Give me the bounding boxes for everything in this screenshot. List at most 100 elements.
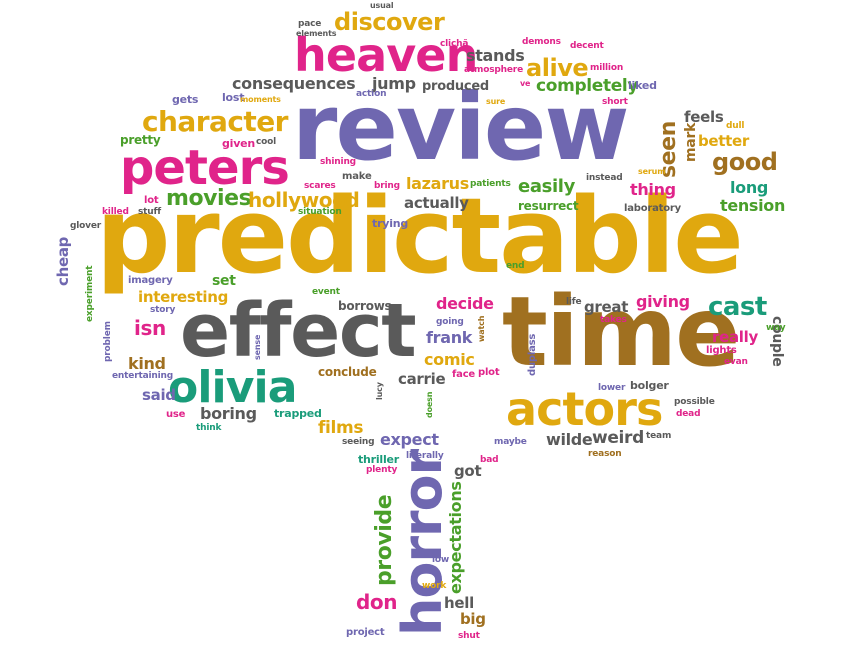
cloud-word: frank	[426, 328, 473, 347]
cloud-word: clichã	[440, 39, 469, 49]
cloud-word: produced	[422, 79, 489, 94]
cloud-word: event	[312, 287, 340, 297]
cloud-word: stuff	[138, 207, 161, 217]
cloud-word: usual	[370, 1, 394, 10]
cloud-word: films	[318, 418, 364, 438]
cloud-word: lot	[144, 195, 159, 206]
cloud-word: killed	[102, 207, 129, 217]
cloud-word: patients	[470, 179, 511, 189]
cloud-word: action	[356, 89, 387, 99]
cloud-word: bad	[480, 455, 499, 465]
cloud-word: decent	[570, 41, 604, 51]
cloud-word: stands	[466, 46, 525, 65]
cloud-word: pretty	[120, 133, 161, 147]
cloud-word: really	[712, 328, 758, 346]
cloud-word: entertaining	[112, 371, 173, 381]
cloud-word: liked	[628, 79, 657, 92]
cloud-word: wilde	[546, 430, 593, 449]
cloud-word: sure	[486, 97, 506, 106]
cloud-word: sense	[253, 334, 262, 360]
cloud-word: demons	[522, 37, 561, 47]
cloud-word: good	[712, 148, 778, 176]
cloud-word: pace	[298, 19, 322, 29]
cloud-word: completely	[536, 76, 639, 96]
cloud-word: review	[292, 74, 629, 181]
cloud-word: dull	[726, 121, 745, 131]
cloud-word: given	[222, 137, 256, 150]
cloud-word: consequences	[232, 74, 356, 93]
cloud-word: bring	[374, 181, 400, 191]
cloud-word: got	[454, 462, 482, 480]
cloud-word: life	[566, 297, 582, 307]
cloud-word: short	[602, 97, 628, 107]
cloud-word: shining	[320, 157, 356, 167]
cloud-word: lazarus	[406, 174, 469, 193]
cloud-word: cool	[256, 137, 277, 147]
cloud-word: cheap	[54, 236, 72, 286]
cloud-word: instead	[586, 173, 623, 183]
cloud-word: work	[422, 581, 447, 591]
cloud-word: possible	[674, 397, 715, 407]
cloud-word: easily	[518, 176, 575, 197]
cloud-word: heaven	[294, 28, 478, 82]
cloud-word: don	[356, 590, 398, 614]
cloud-word: bolger	[630, 379, 669, 392]
cloud-word: time	[502, 276, 740, 388]
cloud-word: duplass	[527, 333, 538, 376]
cloud-word: literally	[406, 451, 444, 461]
cloud-word: expectations	[446, 481, 465, 594]
cloud-word: reason	[588, 449, 622, 459]
cloud-word: moments	[240, 95, 281, 104]
cloud-word: set	[212, 273, 236, 289]
cloud-word: situation	[298, 207, 342, 217]
cloud-word: shut	[458, 631, 480, 641]
cloud-word: team	[646, 431, 672, 441]
cloud-word: way	[766, 323, 786, 333]
cloud-word: thing	[630, 180, 676, 199]
cloud-word: story	[150, 305, 176, 315]
cloud-word: trying	[372, 217, 409, 230]
cloud-word: provide	[372, 494, 397, 586]
cloud-word: isn	[134, 316, 166, 340]
cloud-word: lucy	[375, 382, 384, 400]
cloud-word: plot	[478, 367, 500, 378]
cloud-word: make	[342, 171, 372, 182]
cloud-word: serum	[638, 167, 666, 176]
cloud-word: character	[142, 105, 288, 138]
cloud-word: plenty	[366, 465, 398, 475]
cloud-word: doesn	[425, 391, 434, 418]
cloud-word: glover	[70, 221, 102, 231]
cloud-word: cast	[708, 292, 767, 322]
cloud-word: project	[346, 627, 385, 638]
cloud-word: end	[506, 261, 525, 271]
cloud-word: carrie	[398, 370, 446, 388]
cloud-word: expect	[380, 430, 439, 449]
cloud-word: long	[730, 178, 769, 197]
cloud-word: predictable	[96, 175, 744, 297]
cloud-word: face	[452, 369, 476, 380]
cloud-word: said	[142, 386, 176, 404]
cloud-word: decide	[436, 294, 494, 313]
cloud-word: hell	[444, 594, 474, 612]
cloud-word: atmosphere	[464, 65, 523, 75]
cloud-word: conclude	[318, 365, 377, 379]
cloud-word: lost	[222, 91, 245, 104]
cloud-word: takes	[600, 315, 627, 325]
cloud-word: effect	[180, 288, 417, 374]
cloud-word: maybe	[494, 437, 527, 447]
cloud-word: experiment	[85, 265, 95, 322]
cloud-word: olivia	[168, 362, 297, 413]
cloud-word: tension	[720, 196, 786, 215]
cloud-word: gets	[172, 93, 199, 106]
cloud-word: movies	[166, 186, 252, 211]
cloud-word: big	[460, 610, 486, 628]
cloud-word: trapped	[274, 407, 322, 420]
cloud-word: better	[698, 132, 750, 150]
cloud-word: actually	[404, 194, 469, 212]
cloud-word: hollywood	[248, 188, 360, 212]
cloud-word: resurrect	[518, 199, 579, 213]
cloud-word: ve	[520, 79, 531, 88]
cloud-word: laboratory	[624, 203, 681, 214]
cloud-word: use	[166, 409, 186, 420]
